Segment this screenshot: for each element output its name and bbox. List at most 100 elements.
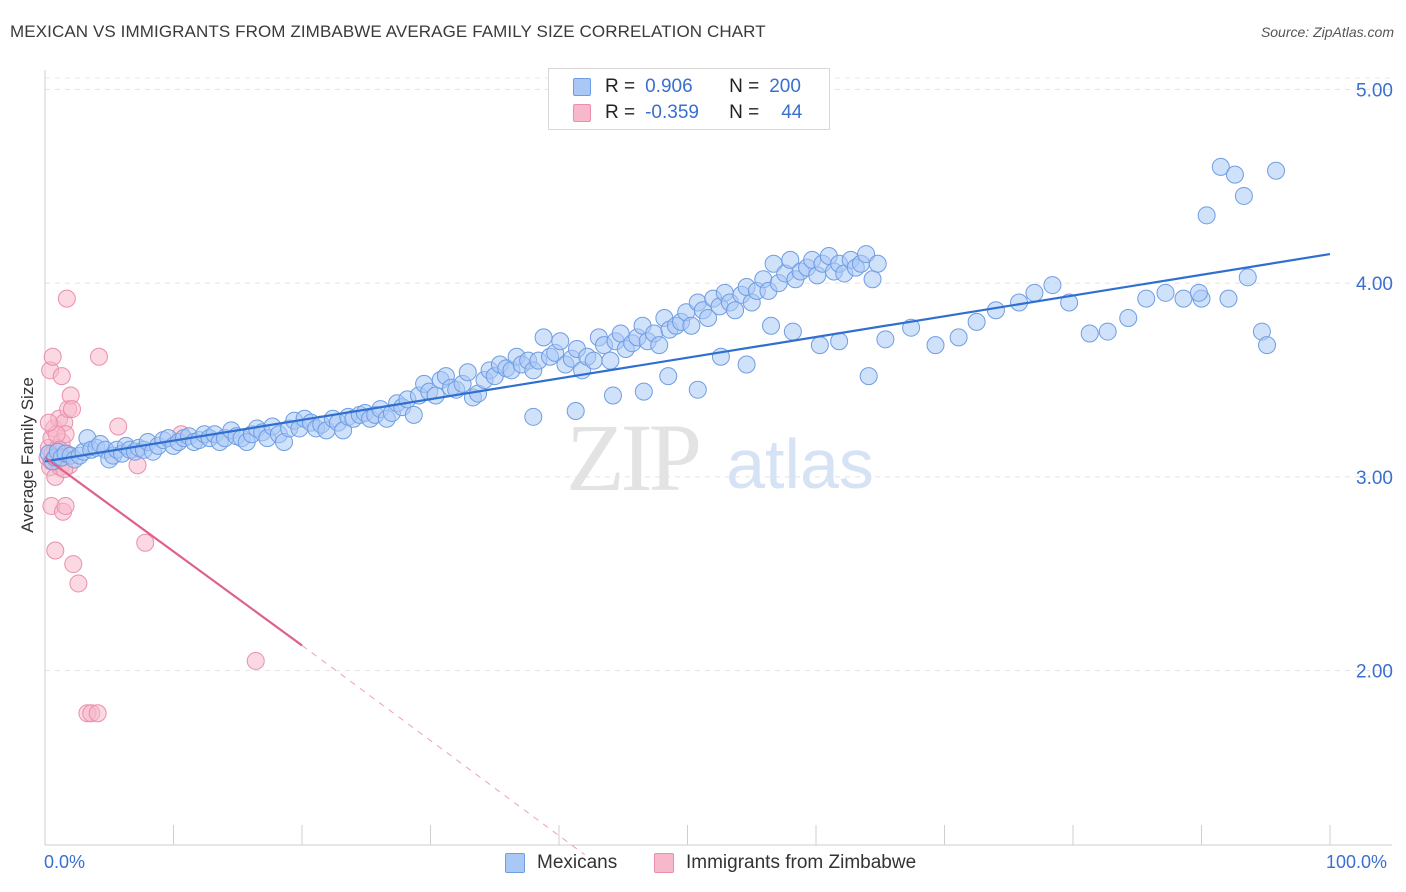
data-point-mexicans xyxy=(1189,283,1208,302)
trend-lines xyxy=(44,252,1331,856)
data-point-zimbabwe xyxy=(46,541,65,560)
data-point-zimbabwe xyxy=(89,347,108,366)
series-mexicans xyxy=(39,157,1286,471)
data-point-zimbabwe xyxy=(246,651,265,670)
data-point-mexicans xyxy=(1137,289,1156,308)
data-point-mexicans xyxy=(534,328,553,347)
x-tick-label-max: 100.0% xyxy=(1326,852,1388,872)
legend-swatch-mexicans xyxy=(573,78,591,96)
y-tick-label: 2.00 xyxy=(1356,662,1393,683)
y-tick-label: 5.00 xyxy=(1356,80,1393,101)
gridlines xyxy=(45,77,1392,672)
data-point-mexicans xyxy=(584,351,603,370)
data-point-mexicans xyxy=(781,250,800,269)
data-point-mexicans xyxy=(603,386,622,405)
data-point-mexicans xyxy=(634,382,653,401)
trend-line-mexicans xyxy=(44,252,1331,463)
data-point-zimbabwe xyxy=(62,400,81,419)
data-point-mexicans xyxy=(783,322,802,341)
data-point-mexicans xyxy=(737,355,756,374)
legend-n-value: 44 xyxy=(781,102,803,123)
data-point-mexicans xyxy=(1043,276,1062,295)
axes xyxy=(44,70,1392,846)
data-point-zimbabwe xyxy=(69,574,88,593)
data-point-mexicans xyxy=(926,336,945,355)
data-point-mexicans xyxy=(404,405,423,424)
x-tick-label-min: 0.0% xyxy=(44,852,86,872)
data-point-zimbabwe xyxy=(64,555,83,574)
data-point-mexicans xyxy=(1025,283,1044,302)
data-point-mexicans xyxy=(1098,322,1117,341)
data-point-mexicans xyxy=(566,402,585,420)
data-point-zimbabwe xyxy=(109,417,128,436)
watermark-atlas: atlas xyxy=(726,425,874,503)
y-axis-label: Average Family Size xyxy=(18,377,37,533)
data-point-mexicans xyxy=(1267,161,1286,180)
data-point-mexicans xyxy=(1225,165,1244,184)
data-point-mexicans xyxy=(601,351,620,370)
series-legend-swatch-mexicans xyxy=(505,853,525,873)
series-legend-item-mexicans: Mexicans xyxy=(505,852,617,874)
watermark: ZIP atlas xyxy=(566,404,874,511)
data-point-mexicans xyxy=(1174,289,1193,308)
data-point-mexicans xyxy=(986,301,1005,320)
data-point-mexicans xyxy=(967,312,986,331)
legend-r-label: R = xyxy=(605,76,636,97)
legend-swatch-zimbabwe xyxy=(573,104,591,122)
data-point-mexicans xyxy=(688,380,707,399)
series-legend: Mexicans Immigrants from Zimbabwe xyxy=(0,852,1406,876)
data-point-mexicans xyxy=(659,367,678,386)
data-point-zimbabwe xyxy=(136,533,155,552)
legend-row-mexicans: R = 0.906 N = 200 xyxy=(573,75,801,99)
data-point-mexicans xyxy=(699,309,718,327)
legend-n-label: N = xyxy=(729,102,760,123)
data-point-mexicans xyxy=(524,407,543,426)
data-point-mexicans xyxy=(1258,336,1277,355)
series-immigrants-from-zimbabwe xyxy=(38,289,265,723)
data-point-mexicans xyxy=(458,363,477,382)
y-tick-label: 4.00 xyxy=(1356,274,1393,295)
data-point-mexicans xyxy=(949,328,968,347)
trend-line-zimbabwe-extension xyxy=(301,645,585,856)
legend-r-label: R = xyxy=(605,102,636,123)
data-point-mexicans xyxy=(868,254,887,273)
data-point-mexicans xyxy=(1060,293,1079,312)
data-point-mexicans xyxy=(1080,324,1099,343)
chart-title: MEXICAN VS IMMIGRANTS FROM ZIMBABWE AVER… xyxy=(10,22,766,41)
data-point-mexicans xyxy=(1234,186,1253,205)
data-point-zimbabwe xyxy=(43,347,62,366)
legend-n-label: N = xyxy=(729,76,760,97)
legend-r-value: 0.906 xyxy=(645,76,693,97)
source-credit: Source: ZipAtlas.com xyxy=(1260,24,1394,40)
data-point-zimbabwe xyxy=(39,413,58,432)
series-legend-swatch-zimbabwe xyxy=(654,853,674,873)
data-point-mexicans xyxy=(1197,206,1216,225)
y-tick-label: 3.00 xyxy=(1356,468,1393,489)
series-legend-label: Mexicans xyxy=(537,852,618,873)
legend-n-value: 200 xyxy=(769,76,801,97)
data-point-zimbabwe xyxy=(88,704,107,723)
data-point-zimbabwe xyxy=(57,289,76,308)
data-point-mexicans xyxy=(1156,283,1175,302)
data-point-mexicans xyxy=(682,316,701,335)
data-point-mexicans xyxy=(1211,157,1230,176)
data-point-zimbabwe xyxy=(56,496,75,515)
data-point-mexicans xyxy=(1119,309,1138,327)
data-point-mexicans xyxy=(764,254,783,273)
data-point-mexicans xyxy=(810,336,829,355)
y-tick-labels: 2.00 3.00 4.00 5.00 xyxy=(1356,80,1393,682)
legend-row-zimbabwe: R = -0.359 N = 44 xyxy=(573,101,802,125)
data-point-mexicans xyxy=(426,386,445,405)
data-point-mexicans xyxy=(859,367,878,386)
data-point-mexicans xyxy=(650,336,669,355)
legend-r-value: -0.359 xyxy=(645,102,699,123)
series-legend-item-zimbabwe: Immigrants from Zimbabwe xyxy=(654,852,916,874)
data-point-mexicans xyxy=(876,330,895,349)
series-legend-label: Immigrants from Zimbabwe xyxy=(686,852,917,873)
data-point-mexicans xyxy=(1219,289,1238,308)
data-point-mexicans xyxy=(551,332,570,351)
trend-line-zimbabwe xyxy=(44,456,303,647)
watermark-zip: ZIP xyxy=(566,404,699,511)
data-point-mexicans xyxy=(863,270,882,289)
